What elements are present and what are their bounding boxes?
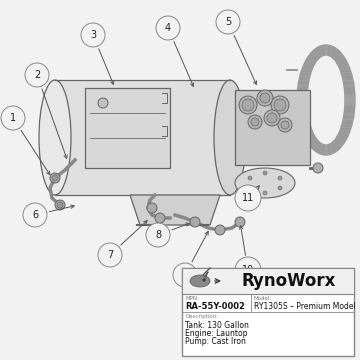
Circle shape [215,225,225,235]
Circle shape [239,96,257,114]
Circle shape [50,173,60,183]
Circle shape [146,223,170,247]
Circle shape [263,171,267,175]
Text: 8: 8 [155,230,161,240]
Circle shape [271,96,289,114]
Text: 4: 4 [165,23,171,33]
Circle shape [251,118,259,126]
Circle shape [274,99,286,111]
Circle shape [260,93,270,103]
Text: 6: 6 [32,210,38,220]
Ellipse shape [190,275,210,287]
Ellipse shape [235,168,295,198]
Text: 7: 7 [107,250,113,260]
Bar [55,80,230,195]
Text: Pump: Cast Iron: Pump: Cast Iron [185,337,246,346]
Circle shape [278,186,282,190]
Circle shape [235,257,261,283]
Circle shape [264,110,280,126]
Circle shape [278,176,282,180]
Circle shape [242,99,254,111]
Text: MPN:: MPN: [185,296,199,301]
Text: 9: 9 [182,270,188,280]
Text: Engine: Launtop: Engine: Launtop [185,329,248,338]
Text: 5: 5 [225,17,231,27]
Text: RY1305S – Premium Model: RY1305S – Premium Model [254,302,356,311]
Circle shape [278,118,292,132]
Bar [85,88,170,168]
Text: RA-55Y-0002: RA-55Y-0002 [185,302,245,311]
Circle shape [23,203,47,227]
Circle shape [263,191,267,195]
Circle shape [98,243,122,267]
Text: Model:: Model: [254,296,272,301]
Circle shape [202,279,206,282]
Circle shape [173,263,197,287]
Circle shape [147,203,157,213]
Text: 10: 10 [242,265,254,275]
Text: 2: 2 [34,70,40,80]
Circle shape [248,186,252,190]
Ellipse shape [214,80,246,195]
Text: Description:: Description: [185,314,218,319]
Polygon shape [130,195,220,225]
Circle shape [52,175,58,181]
Circle shape [235,217,245,227]
Circle shape [57,202,63,208]
Text: 3: 3 [90,30,96,40]
Circle shape [248,115,262,129]
Text: 11: 11 [242,193,254,203]
Circle shape [55,200,65,210]
Ellipse shape [39,80,71,195]
Circle shape [1,106,25,130]
Text: Tank: 130 Gallon: Tank: 130 Gallon [185,321,249,330]
Circle shape [267,113,277,123]
Text: RynoWorx: RynoWorx [242,272,336,290]
Bar [235,90,310,165]
Circle shape [235,185,261,211]
Circle shape [190,217,200,227]
Circle shape [81,23,105,47]
Circle shape [155,213,165,223]
Circle shape [248,176,252,180]
Text: 1: 1 [10,113,16,123]
Circle shape [98,98,108,108]
Bar [182,268,354,356]
Bar [182,268,354,294]
Circle shape [156,16,180,40]
Circle shape [216,10,240,34]
Circle shape [281,121,289,129]
Circle shape [25,63,49,87]
Circle shape [257,90,273,106]
Circle shape [313,163,323,173]
